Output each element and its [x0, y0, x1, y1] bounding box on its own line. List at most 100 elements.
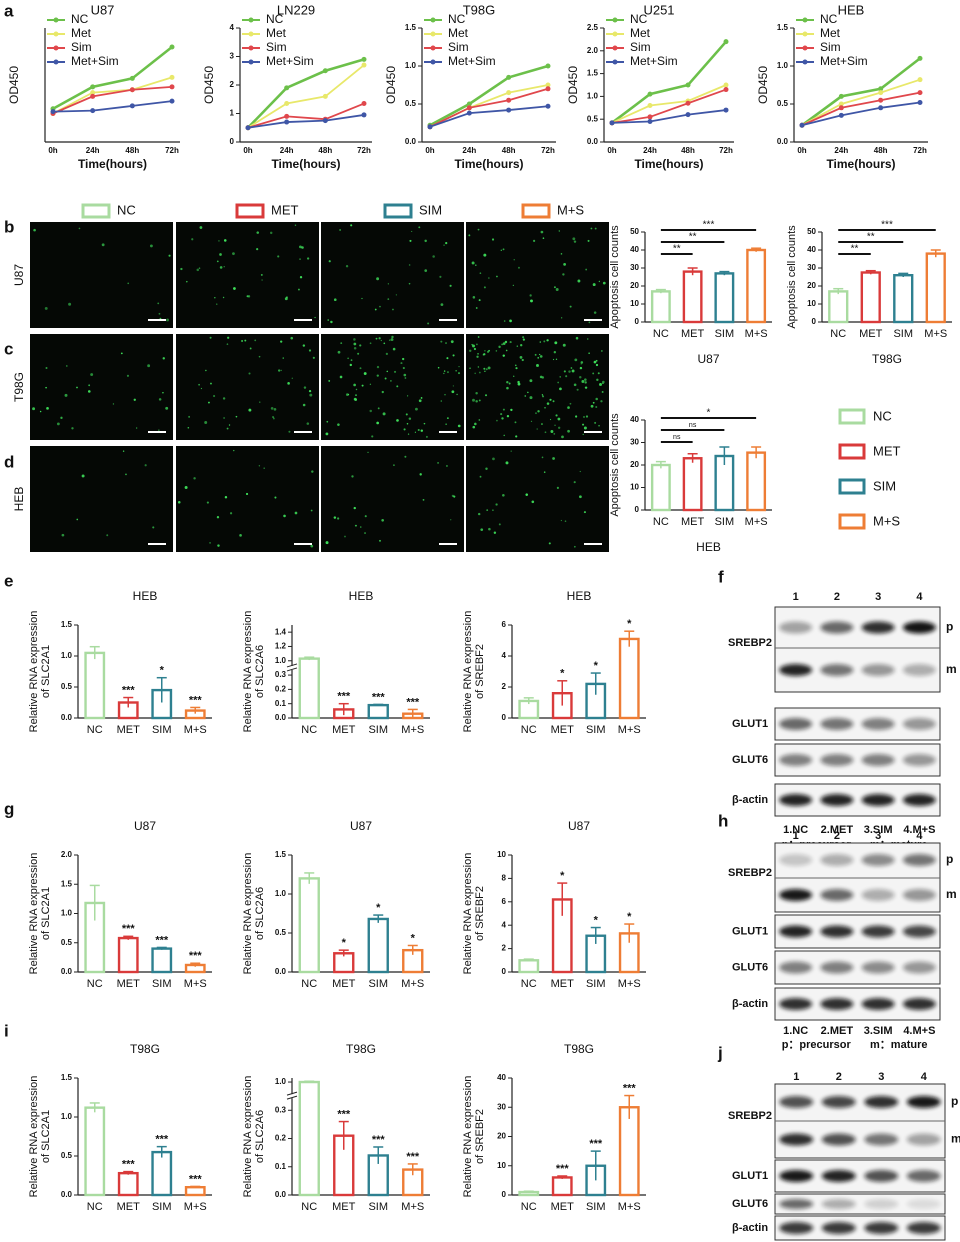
y-tick-label: 1.0 [587, 92, 599, 101]
cell-dot [349, 363, 352, 367]
cell-dot [404, 377, 407, 379]
cell-dot [359, 367, 362, 370]
cell-dot [537, 357, 540, 359]
y-tick-label: 10 [807, 299, 816, 308]
cell-dot [379, 305, 381, 308]
y-tick-label: 1.0 [61, 909, 73, 918]
cell-dot [549, 398, 552, 401]
y-axis-title: Relative RNA expression [28, 853, 40, 975]
point [545, 86, 551, 92]
cell-dot [602, 281, 606, 285]
cell-dot [274, 496, 277, 499]
y-tick-label: 0.1 [275, 1162, 287, 1171]
cell-dot [223, 239, 227, 242]
cell-dot [585, 268, 588, 271]
y-axis-title: Relative RNA expression [462, 853, 474, 975]
cell-dot [595, 406, 598, 409]
y-tick-label: 4 [230, 23, 235, 32]
cell-dot [532, 239, 536, 243]
x-tick-label: SIM [715, 328, 735, 340]
legend-marker [53, 31, 59, 37]
bar [682, 270, 703, 324]
cell-dot [162, 357, 165, 360]
cell-dot [473, 347, 477, 351]
cell-dot [241, 340, 244, 342]
cell-dot [579, 376, 582, 379]
chart-title: U87 [91, 2, 115, 17]
cell-dot [472, 296, 476, 299]
x-tick-label: MET [859, 328, 883, 340]
significance-label: *** [122, 1159, 136, 1171]
cell-dot [561, 435, 564, 439]
cell-dot [584, 381, 587, 384]
y-tick-label: 2 [502, 944, 507, 953]
legend-swatch [521, 203, 551, 219]
point [506, 90, 512, 96]
chart-title: HEB [696, 540, 721, 554]
cell-dot [476, 343, 478, 346]
blot-row-label: SREBP2 [728, 867, 772, 879]
significance-label: * [560, 870, 565, 882]
cell-dot [206, 501, 209, 504]
panel-letter: c [4, 339, 13, 358]
x-tick-label: SIM [586, 1201, 606, 1213]
cell-dot [522, 336, 525, 339]
axis-break-gap [287, 1094, 297, 1099]
cell-dot [101, 243, 105, 247]
cell-dot [382, 412, 386, 416]
y-tick-label: 1.5 [61, 1073, 73, 1082]
cell-dot [552, 358, 555, 361]
x-tick-label: MET [117, 978, 141, 990]
y-tick-label: 1.5 [61, 879, 73, 888]
cell-dot [193, 477, 196, 480]
x-tick-label: M+S [618, 978, 641, 990]
y-tick-label: 20 [630, 460, 639, 469]
x-tick-label: MET [551, 724, 575, 736]
cell-dot [353, 506, 356, 510]
cell-dot [518, 266, 520, 269]
chart-title: T98G [564, 1042, 594, 1056]
panel-letter: h [718, 811, 728, 830]
cell-dot [488, 527, 491, 531]
cell-dot [557, 417, 561, 421]
micrograph [321, 222, 464, 328]
x-tick-label: MET [551, 1201, 575, 1213]
y-tick-label: 2.5 [587, 23, 599, 32]
blot-row-label: β-actin [732, 1222, 768, 1234]
cell-dot [409, 239, 412, 243]
cell-dot [76, 518, 79, 521]
cell-dot [501, 417, 504, 420]
x-tick-label: 24h [462, 146, 476, 155]
cell-dot [552, 457, 555, 460]
cell-dot [496, 275, 498, 278]
cell-dot [478, 299, 481, 302]
cell-dot [379, 539, 381, 542]
point [647, 103, 653, 109]
series-line [801, 57, 921, 127]
cell-dot [550, 430, 554, 433]
blot-band [820, 854, 854, 866]
cell-dot [216, 260, 219, 263]
cell-dot [482, 354, 485, 356]
cell-dot [219, 266, 223, 269]
cell-dot [308, 349, 312, 352]
cell-dot [583, 426, 587, 430]
cell-dot [483, 253, 487, 257]
chart-title: U87 [697, 352, 719, 366]
cell-dot [592, 283, 596, 287]
cell-dot [414, 431, 417, 433]
cell-dot [559, 387, 562, 391]
y-tick-label: 0.0 [405, 137, 417, 146]
series-line [247, 64, 365, 129]
cell-dot [450, 340, 454, 344]
cell-dot [498, 523, 501, 526]
blot-row-label: GLUT6 [732, 961, 768, 973]
cell-dot [509, 319, 512, 323]
significance-label: *** [623, 1082, 637, 1094]
cell-dot [147, 364, 151, 368]
cell-dot [405, 413, 408, 416]
cell-dot [391, 335, 394, 339]
bar [746, 451, 767, 512]
